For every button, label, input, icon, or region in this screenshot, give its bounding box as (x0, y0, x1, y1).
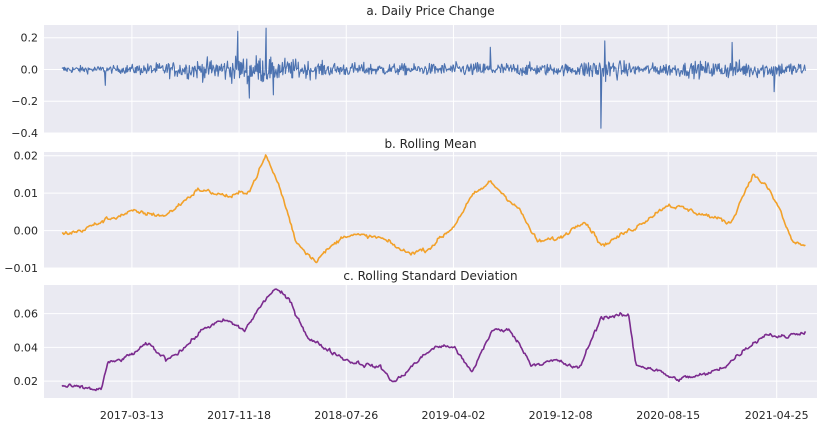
gridlines (44, 285, 817, 398)
gridlines (44, 152, 817, 269)
series-line (61, 154, 806, 264)
y-axis-ticks: 0.2 0.0 −0.2 −0.4 (11, 32, 38, 140)
plot-area (44, 25, 817, 133)
x-tick-label: 2018-07-26 (314, 409, 378, 422)
y-tick-label: 0.0 (21, 63, 39, 76)
x-axis-ticks: 2017-03-13 2017-11-18 2018-07-26 2019-04-02… (100, 409, 809, 422)
series-lines (61, 154, 806, 264)
panel-daily-price-change: a. Daily Price Change 0.2 0.0 −0.2 −0.4 (11, 4, 817, 140)
y-tick-label: −0.4 (11, 127, 38, 140)
x-tick-label: 2019-04-02 (421, 409, 485, 422)
y-tick-label: −0.2 (11, 95, 38, 108)
y-tick-label: 0.02 (14, 375, 39, 388)
y-tick-label: 0.2 (21, 32, 39, 45)
series-line (61, 288, 807, 392)
plot-area (44, 285, 817, 398)
x-tick-label: 2019-12-08 (529, 409, 593, 422)
gridlines (44, 25, 817, 134)
y-tick-label: −0.01 (4, 262, 38, 275)
panel-rolling-standard-deviation: c. Rolling Standard Deviation 0.060.040.… (14, 269, 817, 422)
chart-title: c. Rolling Standard Deviation (343, 269, 517, 283)
y-tick-label: 0.04 (14, 341, 39, 354)
x-tick-label: 2017-11-18 (207, 409, 271, 422)
panel-rolling-mean: b. Rolling Mean 0.02 0.01 0.00 −0.01 (4, 137, 817, 275)
y-axis-ticks: 0.02 0.01 0.00 −0.01 (4, 150, 38, 275)
y-tick-label: 0.06 (14, 308, 39, 321)
y-axis-ticks: 0.06 0.04 0.02 (14, 308, 39, 388)
x-tick-label: 2021-04-25 (745, 409, 809, 422)
series-line (61, 27, 806, 129)
x-tick-label: 2020-08-15 (636, 409, 700, 422)
plot-area (44, 152, 817, 268)
y-tick-label: 0.02 (14, 150, 39, 163)
y-tick-label: 0.01 (14, 187, 39, 200)
series-lines (61, 288, 807, 392)
x-tick-label: 2017-03-13 (100, 409, 164, 422)
y-tick-label: 0.00 (14, 225, 39, 238)
chart-title: a. Daily Price Change (366, 4, 494, 18)
chart-title: b. Rolling Mean (384, 137, 476, 151)
series-lines (61, 27, 806, 129)
